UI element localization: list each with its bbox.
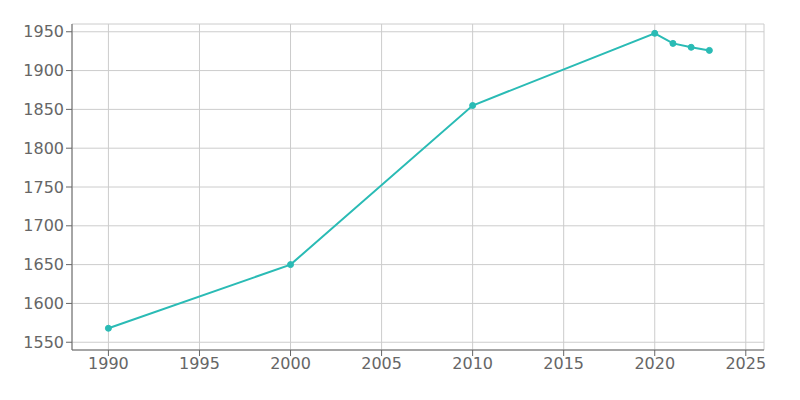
svg-text:2010: 2010 bbox=[452, 354, 493, 373]
svg-text:2005: 2005 bbox=[361, 354, 402, 373]
svg-text:1900: 1900 bbox=[23, 61, 64, 80]
svg-text:2025: 2025 bbox=[725, 354, 766, 373]
svg-text:1800: 1800 bbox=[23, 139, 64, 158]
svg-text:1600: 1600 bbox=[23, 294, 64, 313]
svg-text:1550: 1550 bbox=[23, 333, 64, 352]
svg-text:1990: 1990 bbox=[88, 354, 129, 373]
svg-text:2000: 2000 bbox=[270, 354, 311, 373]
svg-text:1995: 1995 bbox=[179, 354, 220, 373]
svg-text:1750: 1750 bbox=[23, 178, 64, 197]
svg-text:2015: 2015 bbox=[543, 354, 584, 373]
svg-text:1700: 1700 bbox=[23, 216, 64, 235]
svg-text:2020: 2020 bbox=[634, 354, 675, 373]
svg-text:1850: 1850 bbox=[23, 100, 64, 119]
svg-text:1650: 1650 bbox=[23, 255, 64, 274]
svg-text:1950: 1950 bbox=[23, 22, 64, 41]
